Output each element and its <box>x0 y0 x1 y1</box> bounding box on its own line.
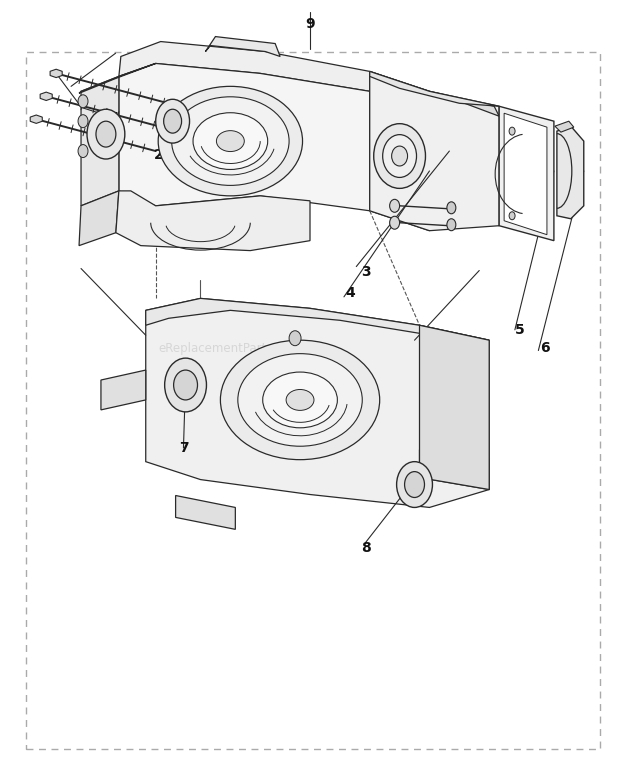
Ellipse shape <box>405 471 425 497</box>
Polygon shape <box>175 496 236 529</box>
Ellipse shape <box>174 370 198 400</box>
Ellipse shape <box>164 109 182 133</box>
Polygon shape <box>499 106 554 241</box>
Text: 9: 9 <box>305 17 315 31</box>
Ellipse shape <box>158 86 303 196</box>
Text: 5: 5 <box>515 323 525 336</box>
Ellipse shape <box>509 212 515 219</box>
Polygon shape <box>504 113 547 235</box>
Ellipse shape <box>383 135 417 177</box>
Text: 6: 6 <box>540 341 549 355</box>
Polygon shape <box>40 92 52 100</box>
Ellipse shape <box>216 131 244 152</box>
Ellipse shape <box>389 199 400 213</box>
Polygon shape <box>146 299 489 340</box>
Ellipse shape <box>220 340 379 460</box>
Polygon shape <box>101 370 146 410</box>
Polygon shape <box>79 191 119 246</box>
Polygon shape <box>370 72 430 111</box>
Ellipse shape <box>397 462 432 507</box>
Text: 3: 3 <box>361 265 370 279</box>
Polygon shape <box>30 115 42 123</box>
Polygon shape <box>557 126 584 219</box>
Ellipse shape <box>374 124 425 189</box>
Ellipse shape <box>238 353 362 447</box>
Ellipse shape <box>78 95 88 108</box>
Polygon shape <box>430 92 499 116</box>
Ellipse shape <box>78 115 88 128</box>
Polygon shape <box>205 36 280 56</box>
Polygon shape <box>555 121 574 132</box>
Ellipse shape <box>263 372 337 428</box>
Polygon shape <box>50 69 62 78</box>
Ellipse shape <box>389 216 400 229</box>
Ellipse shape <box>156 99 190 143</box>
Polygon shape <box>119 63 370 211</box>
Polygon shape <box>370 92 430 231</box>
Ellipse shape <box>286 390 314 410</box>
Ellipse shape <box>172 97 289 186</box>
Ellipse shape <box>447 219 456 231</box>
Polygon shape <box>119 42 370 92</box>
Polygon shape <box>116 191 310 250</box>
Ellipse shape <box>509 127 515 135</box>
Ellipse shape <box>165 358 206 412</box>
Ellipse shape <box>289 331 301 346</box>
Text: 7: 7 <box>179 441 188 455</box>
Polygon shape <box>420 450 489 490</box>
Ellipse shape <box>193 112 268 169</box>
Polygon shape <box>370 72 499 231</box>
Polygon shape <box>81 76 119 206</box>
Text: 4: 4 <box>345 286 355 300</box>
Text: eReplacementParts.com: eReplacementParts.com <box>158 342 301 355</box>
Polygon shape <box>370 72 499 106</box>
Ellipse shape <box>78 145 88 158</box>
Ellipse shape <box>392 146 407 166</box>
Polygon shape <box>146 299 489 507</box>
Polygon shape <box>420 325 489 490</box>
Ellipse shape <box>87 109 125 159</box>
Ellipse shape <box>96 121 116 147</box>
Ellipse shape <box>447 202 456 214</box>
Text: 8: 8 <box>361 541 370 554</box>
Text: 2: 2 <box>154 148 164 162</box>
Text: 1: 1 <box>111 111 120 126</box>
Polygon shape <box>79 63 156 93</box>
